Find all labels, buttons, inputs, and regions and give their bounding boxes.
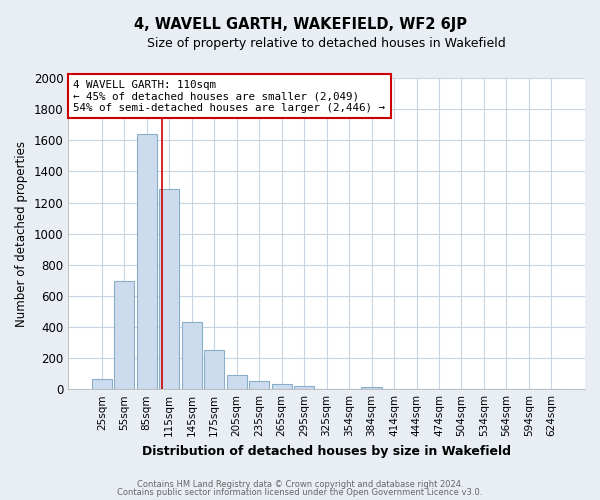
Bar (182, 322, 202, 389)
Bar (204, 350, 224, 389)
Title: Size of property relative to detached houses in Wakefield: Size of property relative to detached ho… (147, 38, 506, 51)
Bar (137, 134, 157, 389)
Bar (249, 381, 269, 389)
Bar (227, 375, 247, 389)
Bar (114, 282, 134, 389)
X-axis label: Distribution of detached houses by size in Wakefield: Distribution of detached houses by size … (142, 444, 511, 458)
Bar (294, 386, 314, 389)
Text: Contains public sector information licensed under the Open Government Licence v3: Contains public sector information licen… (118, 488, 482, 497)
Bar (159, 190, 179, 389)
Y-axis label: Number of detached properties: Number of detached properties (15, 140, 28, 326)
Bar (92, 379, 112, 389)
Text: Contains HM Land Registry data © Crown copyright and database right 2024.: Contains HM Land Registry data © Crown c… (137, 480, 463, 489)
Text: 4, WAVELL GARTH, WAKEFIELD, WF2 6JP: 4, WAVELL GARTH, WAKEFIELD, WF2 6JP (133, 18, 467, 32)
Bar (361, 387, 382, 389)
Bar (272, 384, 292, 389)
Text: 4 WAVELL GARTH: 110sqm
← 45% of detached houses are smaller (2,049)
54% of semi-: 4 WAVELL GARTH: 110sqm ← 45% of detached… (73, 80, 385, 113)
